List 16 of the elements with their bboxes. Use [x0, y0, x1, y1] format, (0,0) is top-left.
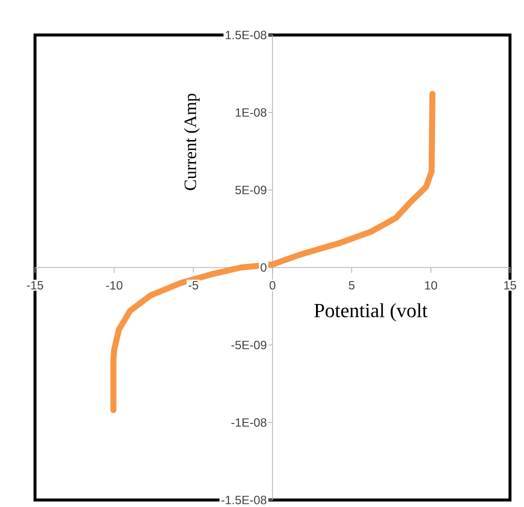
x-tick-label: 15: [504, 281, 516, 290]
y-tick-label: -1E-08: [231, 418, 266, 427]
x-tick-label: -10: [106, 281, 122, 290]
y-tick-label: 1.5E-08: [226, 30, 266, 40]
y-tick-label: -1.5E-08: [221, 496, 266, 504]
y-tick-label: -5E-09: [231, 340, 266, 350]
x-tick-label: 10: [425, 281, 438, 290]
x-tick-label: -15: [26, 281, 44, 290]
y-tick-label: 0: [260, 263, 266, 272]
y-tick-label: 1E-08: [236, 108, 266, 117]
x-tick-label: 5: [348, 281, 355, 290]
x-tick-label: 0: [270, 281, 276, 290]
x-axis-title: Potential (volt: [314, 303, 428, 322]
y-tick-label: 5E-09: [235, 186, 266, 194]
y-axis-title: Current (Amp: [184, 94, 200, 190]
x-tick-label: -5: [188, 281, 198, 290]
